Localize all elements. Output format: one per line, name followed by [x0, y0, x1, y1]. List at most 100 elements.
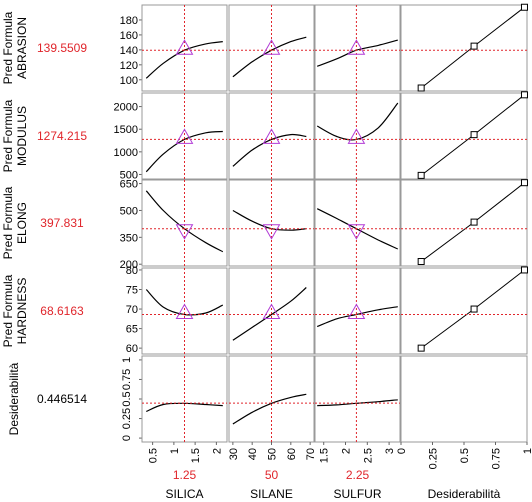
response-name-3: Pred FormulaHARDNESS: [1, 274, 29, 347]
y-tick-label: 1: [121, 357, 133, 363]
factor-name-1: SILANE: [250, 487, 293, 501]
desirability-handle[interactable]: [417, 171, 425, 179]
desirability-handle[interactable]: [520, 3, 528, 11]
desirability-handle[interactable]: [470, 218, 478, 226]
y-tick-label: 0.75: [121, 369, 133, 390]
x-tick-label: 2: [341, 448, 353, 454]
response-current-value-1: 1274.215: [37, 129, 87, 143]
y-tick-label: 350: [120, 232, 138, 244]
profile-cell: [314, 92, 401, 180]
desirability-marker-up: [347, 303, 366, 319]
desirability-marker-down: [347, 224, 366, 240]
profile-curve: [232, 287, 307, 341]
x-tick-label: 0.5: [148, 448, 160, 463]
response-name-line2: ELONG: [15, 202, 29, 244]
response-name-line2: HARDNESS: [15, 278, 29, 345]
desirability-cell: [400, 92, 528, 180]
y-tick-label: 0.25: [121, 408, 133, 429]
profile-cell: [141, 355, 228, 443]
response-name-line1: Pred Formula: [1, 274, 15, 347]
desirability-marker-up: [347, 39, 366, 55]
factor-name-2: SULFUR: [333, 487, 381, 501]
profile-cell: [141, 4, 228, 92]
response-name-line1: Pred Formula: [1, 99, 15, 172]
profile-cell: [314, 355, 401, 443]
x-tick-label: 0.5: [459, 448, 471, 463]
factor-current-value-0[interactable]: 1.25: [173, 468, 197, 482]
profile-cell: [141, 92, 228, 180]
profile-curve: [232, 133, 307, 167]
y-tick-label: 160: [120, 30, 138, 42]
profile-cell: [228, 355, 315, 443]
response-current-value-4: 0.446514: [37, 392, 87, 406]
x-tick-label: 40: [247, 448, 259, 460]
y-tick-label: 120: [120, 60, 138, 72]
y-tick-label: 1500: [114, 124, 138, 136]
profile-curve: [145, 289, 224, 316]
x-tick-label: 1: [169, 448, 181, 454]
desirability-marker-up: [175, 128, 194, 144]
response-name-0: Pred FormulaABRASION: [1, 11, 29, 84]
profile-curve: [146, 402, 223, 413]
y-tick-label: 180: [120, 15, 138, 27]
response-name-4: Desiderabilità: [7, 362, 21, 435]
y-tick-label: 140: [120, 45, 138, 57]
desirability-handle[interactable]: [417, 84, 425, 92]
response-current-value-2: 397.831: [40, 216, 84, 230]
response-name-line2: ABRASION: [15, 17, 29, 79]
desirability-handle[interactable]: [470, 305, 478, 313]
x-tick-label: 70: [305, 448, 317, 460]
y-tick-label: 70: [126, 304, 138, 316]
desirability-handle[interactable]: [470, 131, 478, 139]
profile-cell: [228, 4, 315, 92]
x-tick-label: 60: [286, 448, 298, 460]
desirability-handle[interactable]: [470, 42, 478, 50]
desirability-handle[interactable]: [417, 344, 425, 352]
response-current-value-0: 139.5509: [37, 41, 87, 55]
y-tick-label: 1000: [114, 147, 138, 159]
factor-current-value-1[interactable]: 50: [265, 468, 279, 482]
profile-curve: [145, 130, 223, 173]
y-tick-label: 60: [126, 343, 138, 355]
desirability-cell: [400, 179, 528, 267]
desirability-marker-up: [262, 303, 281, 319]
profile-cell: [314, 267, 401, 355]
y-tick-label: 2000: [114, 102, 138, 114]
x-tick-label: 0.75: [491, 448, 503, 469]
desirability-marker-up: [262, 39, 281, 55]
y-tick-label: 75: [126, 285, 138, 297]
factor-current-value-2[interactable]: 2.25: [346, 468, 370, 482]
y-tick-label: 100: [120, 75, 138, 87]
x-tick-label: 2: [211, 448, 223, 454]
y-tick-label: 500: [120, 205, 138, 217]
desirability-marker-up: [347, 128, 366, 144]
desirability-handle[interactable]: [417, 258, 425, 266]
profile-cell: [314, 4, 401, 92]
response-name-line1: Desiderabilità: [7, 362, 21, 435]
desirability-marker-up: [262, 128, 281, 144]
profile-cell: [228, 92, 315, 180]
desirability-handle[interactable]: [520, 91, 528, 99]
desirability-handle[interactable]: [520, 266, 528, 274]
x-tick-label: 0.25: [428, 448, 440, 469]
x-tick-label: 2.5: [362, 448, 374, 463]
response-name-line2: MODULUS: [15, 106, 29, 166]
response-name-line1: Pred Formula: [1, 186, 15, 259]
desirability-cell: [400, 4, 528, 92]
y-tick-label: 500: [120, 169, 138, 181]
desirability-handle[interactable]: [520, 179, 528, 187]
x-tick-label: 3: [384, 448, 396, 454]
desirability-marker-up: [175, 39, 194, 55]
desirability-cell: [400, 267, 528, 355]
x-tick-label: 30: [228, 448, 240, 460]
desirability-marker-down: [175, 224, 194, 240]
x-tick-label: 1: [522, 448, 532, 454]
x-tick-label: 1.5: [190, 448, 202, 463]
response-name-line1: Pred Formula: [1, 11, 15, 84]
profile-cell: [141, 179, 228, 267]
y-tick-label: 650: [120, 179, 138, 191]
y-tick-label: 200: [120, 259, 138, 271]
y-tick-label: 0.5: [121, 391, 133, 406]
profile-cell: [228, 179, 315, 267]
